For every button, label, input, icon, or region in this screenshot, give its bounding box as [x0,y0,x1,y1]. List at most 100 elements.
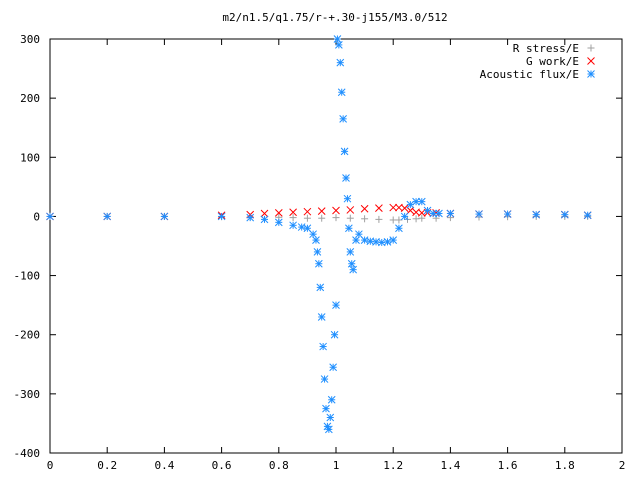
x-tick-label: 0.4 [154,459,174,472]
y-tick-label: 100 [20,151,40,164]
data-point [246,213,255,222]
data-point [400,212,409,221]
x-tick-label: 1 [333,459,340,472]
data-point [342,174,350,182]
y-tick-label: -100 [14,270,41,283]
y-tick-label: 0 [33,210,40,223]
data-point [332,301,340,309]
data-point [395,224,403,233]
data-point [418,214,426,222]
data-point [417,197,426,206]
data-point [333,35,342,43]
y-tick-label: -200 [14,329,41,342]
data-point [303,224,312,233]
data-point [289,208,297,217]
legend-marker [587,57,595,65]
data-point [316,283,325,292]
axis-tick-labels: 0 0.2 0.4 0.6 0.8 1 1.2 1.4 1.6 1.8 2 -400 -300 -200 -… [14,33,626,472]
data-point [336,58,345,67]
data-point [335,41,343,49]
data-point [347,259,356,268]
data-point [317,207,326,215]
data-point [560,210,569,219]
data-point [343,194,352,203]
x-tick-label: 1.4 [440,459,460,472]
data-point [340,147,349,156]
plot-frame [49,38,623,454]
data-point [317,313,326,321]
data-point [349,265,358,274]
y-tick-label: 200 [20,92,40,105]
data-point [346,214,354,222]
x-tick-label: 0.2 [97,459,117,472]
data-point [412,215,420,223]
data-point [160,212,169,221]
data-point [475,210,483,218]
data-point [326,413,335,422]
series-2 [46,35,592,434]
x-tick-label: 0.8 [269,459,289,472]
data-point [274,209,283,217]
data-point [389,203,398,212]
data-point [361,215,369,223]
legend-label: G work/E [526,55,579,68]
data-point [303,207,312,216]
data-point [322,404,330,413]
data-point [332,206,340,215]
x-tick-label: 1.2 [383,459,403,472]
data-point [412,197,420,206]
data-point [303,214,311,222]
data-point [406,200,415,209]
data-point [309,230,317,239]
data-point [532,210,541,219]
data-point [329,363,337,372]
data-marks [46,35,592,434]
legend-marker [587,44,595,52]
axis-ticks [49,38,623,454]
data-point [289,221,297,230]
data-point [400,204,409,213]
data-point [375,215,383,223]
data-point [260,215,269,224]
data-point [583,211,592,220]
legend-label: R stress/E [513,42,579,55]
data-point [330,330,339,339]
data-point [389,236,398,244]
data-point [345,224,353,233]
data-point [327,395,336,404]
data-point [346,206,355,214]
data-point [383,238,392,246]
data-point [432,209,440,217]
data-point [314,259,323,268]
data-point [323,422,332,431]
data-point [346,248,355,256]
x-tick-label: 0.6 [212,459,232,472]
y-tick-label: -400 [14,447,41,460]
data-point [318,214,326,222]
data-point [352,236,360,244]
data-point [435,209,443,218]
data-point [360,204,369,213]
x-tick-label: 1.8 [555,459,575,472]
legend-label: Acoustic flux/E [480,68,579,81]
data-point [46,212,54,221]
data-point [260,209,269,218]
data-point [289,214,297,222]
data-point [320,375,329,383]
data-point [274,218,283,227]
data-point [312,236,320,244]
y-tick-label: -300 [14,388,41,401]
data-point [337,88,346,97]
data-point [332,214,340,222]
data-point [503,210,512,218]
data-point [339,114,348,123]
legend-marker [587,70,595,78]
data-point [324,425,333,434]
data-point [313,248,322,256]
x-tick-label: 0 [47,459,54,472]
x-tick-label: 1.6 [498,459,518,472]
data-point [217,212,226,221]
y-tick-label: 300 [20,33,40,46]
